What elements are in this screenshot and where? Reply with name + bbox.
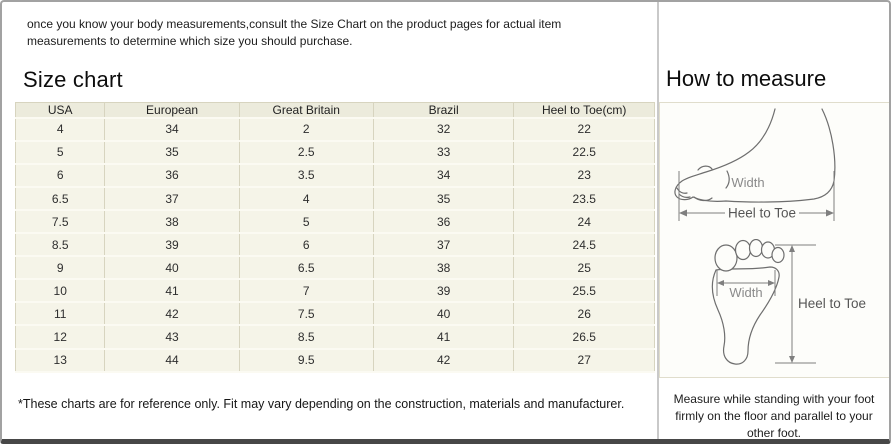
table-cell: 37 — [104, 186, 240, 212]
table-cell: 22 — [513, 116, 655, 142]
size-table: USA European Great Britain Brazil Heel to To… — [14, 101, 655, 373]
foot-side-view-diagram: Width Heel to Toe — [673, 108, 835, 221]
foot-top-view-diagram: Width Heel to Toe — [711, 239, 866, 365]
table-cell: 5 — [238, 209, 374, 235]
table-cell: 11 — [14, 301, 106, 327]
column-header: European — [104, 101, 240, 119]
table-cell: 7 — [238, 278, 374, 304]
table-cell: 39 — [104, 232, 240, 258]
table-cell: 34 — [104, 116, 240, 142]
table-cell: 2 — [238, 116, 374, 142]
side-length-label: Heel to Toe — [727, 206, 795, 221]
column-header: Brazil — [372, 101, 515, 119]
table-cell: 40 — [372, 301, 515, 327]
table-cell: 41 — [104, 278, 240, 304]
table-cell: 36 — [104, 162, 240, 189]
table-cell: 27 — [513, 347, 655, 373]
size-table-body: 4 34 2 32 22 5 35 2.5 33 22.5 6 36 3.5 34 23 6.5 37 4 35 23… — [14, 116, 655, 373]
side-width-label: Width — [731, 175, 764, 190]
table-row: 12 43 8.5 41 26.5 — [14, 324, 655, 350]
table-cell: 7.5 — [238, 301, 374, 327]
table-cell: 38 — [372, 255, 515, 281]
table-cell: 12 — [14, 324, 106, 350]
table-cell: 26.5 — [513, 324, 655, 350]
table-row: 5 35 2.5 33 22.5 — [14, 139, 655, 165]
table-cell: 9.5 — [238, 347, 374, 373]
table-cell: 37 — [372, 232, 515, 258]
table-row: 10 41 7 39 25.5 — [14, 278, 655, 304]
table-cell: 9 — [14, 255, 106, 281]
table-cell: 2.5 — [238, 139, 374, 165]
table-row: 9 40 6.5 38 25 — [14, 255, 655, 281]
size-chart-panel: once you know your body measurements,con… — [2, 2, 657, 439]
top-length-label: Heel to Toe — [798, 296, 866, 311]
table-cell: 38 — [104, 209, 240, 235]
table-cell: 25.5 — [513, 278, 655, 304]
table-cell: 6.5 — [14, 186, 106, 212]
column-header: Great Britain — [238, 101, 374, 119]
table-row: 8.5 39 6 37 24.5 — [14, 232, 655, 258]
table-cell: 40 — [104, 255, 240, 281]
table-cell: 4 — [14, 116, 106, 142]
table-cell: 35 — [104, 139, 240, 165]
table-cell: 39 — [372, 278, 515, 304]
table-cell: 41 — [372, 324, 515, 350]
table-cell: 7.5 — [14, 209, 106, 235]
table-row: 13 44 9.5 42 27 — [14, 347, 655, 373]
table-cell: 24.5 — [513, 232, 655, 258]
top-width-label: Width — [729, 285, 762, 300]
table-row: 7.5 38 5 36 24 — [14, 209, 655, 235]
table-cell: 8.5 — [238, 324, 374, 350]
table-cell: 35 — [372, 186, 515, 212]
table-cell: 36 — [372, 209, 515, 235]
table-cell: 13 — [14, 347, 106, 373]
table-cell: 4 — [238, 186, 374, 212]
table-cell: 3.5 — [238, 162, 374, 189]
table-cell: 6.5 — [238, 255, 374, 281]
size-table-header-row: USA European Great Britain Brazil Heel to To… — [14, 101, 655, 119]
table-row: 6 36 3.5 34 23 — [14, 162, 655, 189]
table-row: 11 42 7.5 40 26 — [14, 301, 655, 327]
table-cell: 24 — [513, 209, 655, 235]
table-cell: 26 — [513, 301, 655, 327]
table-cell: 5 — [14, 139, 106, 165]
measurement-note: Measure while standing with your foot fi… — [673, 392, 875, 440]
reference-footnote: *These charts are for reference only. Fi… — [18, 396, 625, 411]
table-cell: 10 — [14, 278, 106, 304]
table-cell: 33 — [372, 139, 515, 165]
table-cell: 8.5 — [14, 232, 106, 258]
table-cell: 42 — [104, 301, 240, 327]
table-cell: 43 — [104, 324, 240, 350]
column-header: Heel to Toe(cm) — [513, 101, 655, 119]
size-chart-title: Size chart — [23, 66, 123, 92]
table-cell: 34 — [372, 162, 515, 189]
table-row: 6.5 37 4 35 23.5 — [14, 186, 655, 212]
column-header: USA — [14, 101, 106, 119]
table-cell: 44 — [104, 347, 240, 373]
table-cell: 32 — [372, 116, 515, 142]
table-cell: 22.5 — [513, 139, 655, 165]
measurement-diagrams: Width Heel to Toe — [659, 102, 889, 378]
table-cell: 6 — [14, 162, 106, 189]
table-cell: 25 — [513, 255, 655, 281]
table-row: 4 34 2 32 22 — [14, 116, 655, 142]
table-cell: 23 — [513, 162, 655, 189]
table-cell: 6 — [238, 232, 374, 258]
how-to-measure-title: How to measure — [666, 66, 827, 91]
intro-text: once you know your body measurements,con… — [27, 17, 562, 49]
table-cell: 42 — [372, 347, 515, 373]
how-to-measure-panel: How to measure Width Heel to Toe — [657, 2, 889, 439]
table-cell: 23.5 — [513, 186, 655, 212]
